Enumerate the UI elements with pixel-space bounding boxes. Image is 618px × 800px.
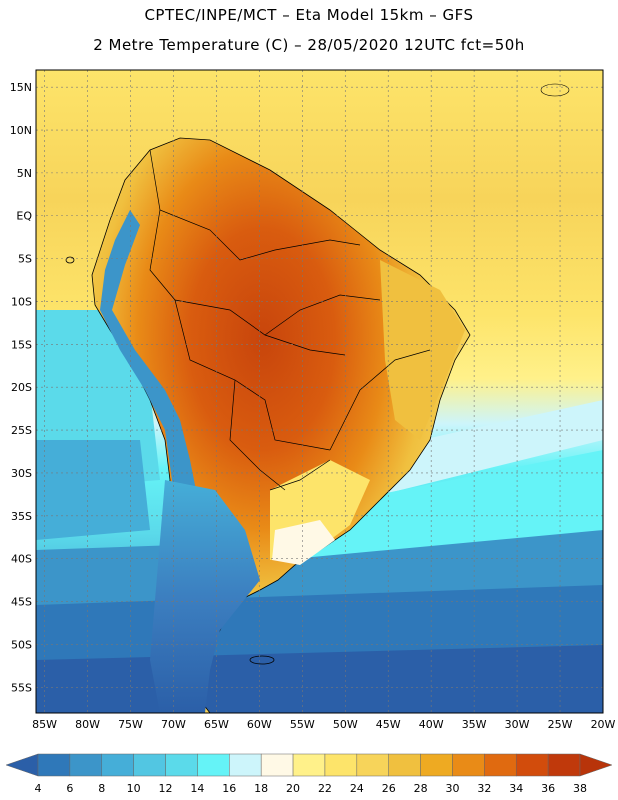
lat-tick-label: EQ bbox=[16, 210, 32, 223]
latitude-labels: 15N 10N 5N EQ 5S 10S 15S 20S 25S 30S 35S 40S 45S 50S 5… bbox=[10, 81, 33, 694]
colorbar-label: 28 bbox=[414, 782, 428, 795]
colorbar-swatch bbox=[388, 753, 421, 777]
lat-tick-label: 40S bbox=[11, 553, 32, 566]
colorbar-swatch bbox=[515, 753, 549, 777]
colorbar-label: 22 bbox=[318, 782, 332, 795]
lon-tick-label: 65W bbox=[204, 718, 229, 731]
lon-tick-label: 45W bbox=[376, 718, 401, 731]
galapagos-islands bbox=[65, 256, 75, 264]
colorbar-swatch bbox=[37, 753, 71, 777]
lon-tick-label: 85W bbox=[32, 718, 57, 731]
colorbar-max-arrow bbox=[579, 753, 613, 777]
colorbar-min-arrow bbox=[5, 753, 39, 777]
country-borders bbox=[149, 149, 431, 491]
lat-tick-label: 45S bbox=[11, 596, 32, 609]
colorbar-label: 18 bbox=[254, 782, 268, 795]
lat-tick-label: 15S bbox=[11, 338, 32, 351]
colorbar: 4 6 8 10 12 14 16 18 20 22 24 26 28 30 32 34 36 38 bbox=[5, 753, 613, 795]
lon-tick-label: 40W bbox=[419, 718, 444, 731]
colorbar-swatch bbox=[452, 753, 485, 777]
temperature-map: 15N 10N 5N EQ 5S 10S 15S 20S 25S 30S 35S 40S 45S 50S 5… bbox=[10, 69, 616, 731]
colorbar-swatch bbox=[101, 753, 134, 777]
colorbar-swatch bbox=[356, 753, 389, 777]
colorbar-label: 34 bbox=[509, 782, 523, 795]
lat-tick-label: 10S bbox=[11, 295, 32, 308]
colorbar-swatch bbox=[324, 753, 358, 777]
pacific-cold-band bbox=[36, 440, 150, 540]
colorbar-label: 24 bbox=[350, 782, 364, 795]
map-subtitle: 2 Metre Temperature (C) – 28/05/2020 12U… bbox=[93, 36, 525, 54]
lat-tick-label: 50S bbox=[11, 638, 32, 651]
colorbar-label: 16 bbox=[222, 782, 236, 795]
uruguay-cool bbox=[272, 520, 335, 565]
colorbar-swatch bbox=[420, 753, 453, 777]
colorbar-swatch bbox=[165, 753, 198, 777]
lon-tick-label: 60W bbox=[247, 718, 272, 731]
lon-tick-label: 70W bbox=[161, 718, 186, 731]
lon-tick-label: 30W bbox=[505, 718, 530, 731]
colorbar-swatch bbox=[547, 753, 581, 777]
colorbar-swatch bbox=[197, 753, 230, 777]
map-title: CPTEC/INPE/MCT – Eta Model 15km – GFS bbox=[144, 6, 474, 24]
colorbar-label: 14 bbox=[190, 782, 204, 795]
patagonia-cold bbox=[150, 480, 260, 713]
colorbar-swatch bbox=[292, 753, 326, 777]
colorbar-label: 38 bbox=[573, 782, 587, 795]
lon-tick-label: 20W bbox=[591, 718, 616, 731]
colorbar-label: 12 bbox=[159, 782, 173, 795]
lon-tick-label: 50W bbox=[333, 718, 358, 731]
colorbar-label: 30 bbox=[445, 782, 459, 795]
lat-tick-label: 30S bbox=[11, 467, 32, 480]
lon-tick-label: 80W bbox=[75, 718, 100, 731]
longitude-labels: 85W 80W 75W 70W 65W 60W 55W 50W 45W 40W 35W 30W 25W 2… bbox=[32, 718, 615, 731]
lat-tick-label: 55S bbox=[11, 681, 32, 694]
lat-tick-label: 5S bbox=[18, 253, 32, 266]
lat-tick-label: 5N bbox=[17, 167, 32, 180]
lon-tick-label: 25W bbox=[548, 718, 573, 731]
colorbar-label: 32 bbox=[477, 782, 491, 795]
atlantic-light-strip bbox=[280, 450, 603, 560]
colorbar-swatch bbox=[260, 753, 294, 777]
lat-tick-label: 35S bbox=[11, 510, 32, 523]
colorbar-swatch bbox=[229, 753, 262, 777]
colorbar-label: 20 bbox=[286, 782, 300, 795]
colorbar-label: 6 bbox=[66, 782, 73, 795]
northeast-brazil-warm bbox=[380, 260, 465, 440]
lon-tick-label: 35W bbox=[462, 718, 487, 731]
colorbar-swatch bbox=[133, 753, 166, 777]
lat-tick-label: 20S bbox=[11, 381, 32, 394]
map-field bbox=[36, 70, 603, 713]
lon-tick-label: 55W bbox=[290, 718, 315, 731]
lat-tick-label: 10N bbox=[10, 124, 32, 137]
map-frame bbox=[35, 69, 604, 714]
colorbar-label: 8 bbox=[98, 782, 105, 795]
lat-lon-grid bbox=[36, 70, 604, 713]
lon-tick-label: 75W bbox=[118, 718, 143, 731]
colorbar-swatch bbox=[69, 753, 103, 777]
lat-tick-label: 15N bbox=[10, 81, 32, 94]
caribbean-islands bbox=[540, 83, 570, 97]
colorbar-label: 4 bbox=[35, 782, 42, 795]
colorbar-label: 10 bbox=[127, 782, 141, 795]
colorbar-label: 36 bbox=[541, 782, 555, 795]
falkland-islands bbox=[249, 655, 275, 665]
colorbar-swatch bbox=[484, 753, 517, 777]
colorbar-label: 26 bbox=[382, 782, 396, 795]
lat-tick-label: 25S bbox=[11, 424, 32, 437]
